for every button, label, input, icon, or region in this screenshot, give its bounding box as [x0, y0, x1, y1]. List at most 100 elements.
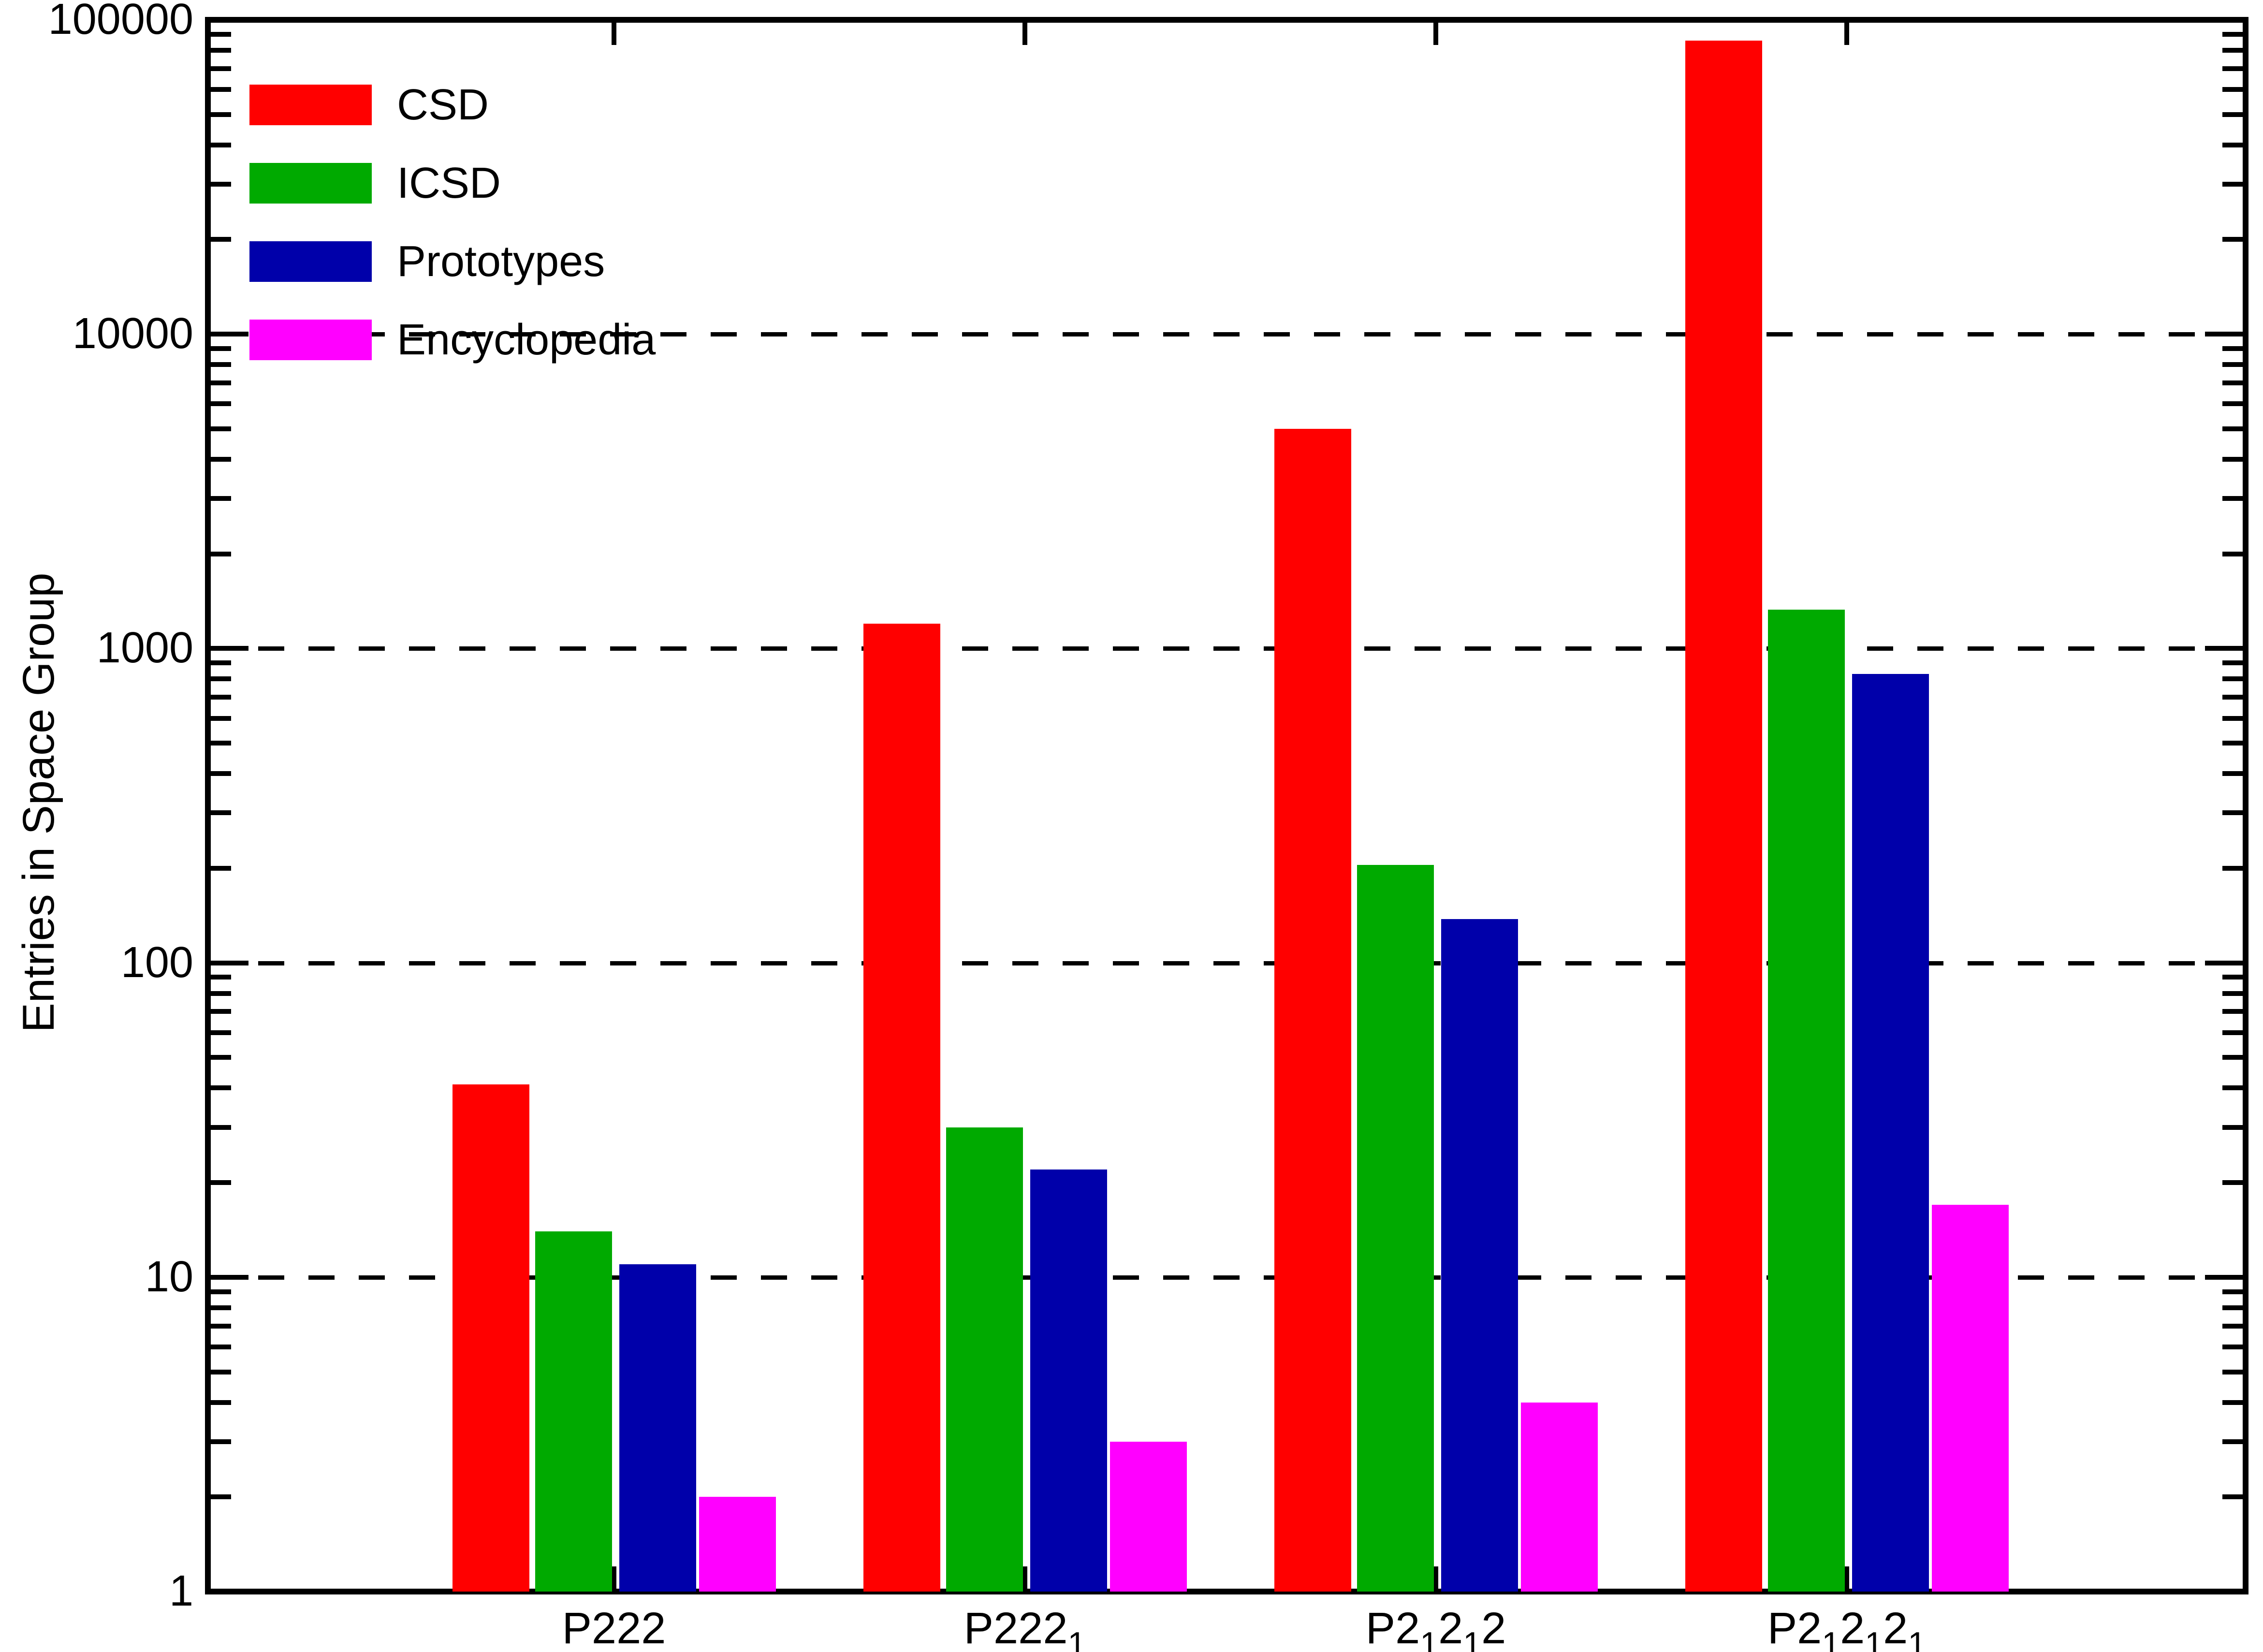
legend-label-prototypes: Prototypes — [397, 237, 605, 286]
legend-label-encyclopedia: Encyclopedia — [397, 316, 656, 364]
minor-tick — [211, 31, 231, 37]
legend-swatch-icsd — [249, 163, 372, 204]
minor-tick — [2222, 87, 2243, 92]
bar-csd-4 — [1685, 40, 1762, 1592]
minor-tick — [2222, 695, 2243, 700]
bar-prototypes-4 — [1852, 674, 1929, 1592]
minor-tick — [211, 380, 231, 385]
major-tick — [2205, 960, 2243, 965]
minor-tick — [211, 48, 231, 53]
bar-encyclopedia-4 — [1932, 1204, 2009, 1592]
minor-tick — [211, 142, 231, 147]
y-tick-label-10: 10 — [145, 1252, 193, 1301]
minor-tick — [211, 181, 231, 187]
minor-tick — [2222, 237, 2243, 242]
minor-tick — [211, 362, 231, 367]
minor-tick — [2222, 1494, 2243, 1500]
minor-tick — [2222, 810, 2243, 816]
minor-tick — [2222, 346, 2243, 351]
minor-tick — [211, 660, 231, 666]
minor-tick — [211, 87, 231, 92]
category-tick-bottom — [1433, 1566, 1438, 1589]
minor-tick — [2222, 1180, 2243, 1185]
x-tick-label-3: P212121 — [1767, 1606, 1926, 1652]
bar-prototypes-3 — [1441, 919, 1518, 1592]
y-tick-label-100: 100 — [120, 938, 193, 987]
minor-tick — [211, 741, 231, 746]
legend-swatch-encyclopedia — [249, 320, 372, 360]
minor-tick — [2222, 1323, 2243, 1329]
gridline-10000 — [208, 332, 2246, 337]
minor-tick — [2222, 496, 2243, 501]
major-tick — [211, 646, 248, 651]
x-tick-label-2: P21212 — [1366, 1606, 1506, 1652]
category-tick-top — [1844, 23, 1849, 45]
bar-prototypes-1 — [619, 1264, 696, 1592]
minor-tick — [211, 426, 231, 431]
legend-row-prototypes: Prototypes — [249, 237, 605, 286]
subscript: 1 — [1420, 1625, 1439, 1652]
subscript: 1 — [1067, 1625, 1086, 1652]
legend-label-icsd: ICSD — [397, 159, 501, 207]
minor-tick — [2222, 975, 2243, 980]
y-tick-label-1: 1 — [169, 1567, 193, 1615]
minor-tick — [2222, 66, 2243, 71]
minor-tick — [2222, 716, 2243, 721]
y-tick-label-100000: 100000 — [48, 0, 193, 44]
legend-label-csd: CSD — [397, 81, 489, 129]
minor-tick — [211, 1030, 231, 1035]
bar-icsd-1 — [535, 1231, 612, 1592]
gridline-10 — [208, 1275, 2246, 1280]
minor-tick — [211, 1009, 231, 1014]
minor-tick — [2222, 865, 2243, 871]
category-tick-top — [1433, 23, 1438, 45]
bar-icsd-4 — [1768, 609, 1845, 1592]
legend-swatch-prototypes — [249, 241, 372, 282]
major-tick — [2205, 332, 2243, 337]
subscript: 1 — [1822, 1625, 1840, 1652]
minor-tick — [2222, 1030, 2243, 1035]
minor-tick — [211, 1494, 231, 1500]
subscript: 1 — [1865, 1625, 1883, 1652]
minor-tick — [2222, 31, 2243, 37]
minor-tick — [211, 401, 231, 407]
x-tick-label-0: P222 — [562, 1604, 666, 1652]
minor-tick — [2222, 380, 2243, 385]
minor-tick — [211, 1369, 231, 1374]
minor-tick — [2222, 660, 2243, 666]
minor-tick — [2222, 1125, 2243, 1130]
minor-tick — [211, 771, 231, 776]
minor-tick — [2222, 456, 2243, 462]
major-tick — [2205, 646, 2243, 651]
bar-prototypes-2 — [1030, 1170, 1107, 1592]
minor-tick — [211, 456, 231, 462]
minor-tick — [2222, 991, 2243, 996]
minor-tick — [211, 975, 231, 980]
legend-row-csd: CSD — [249, 81, 489, 129]
category-tick-bottom — [1022, 1566, 1027, 1589]
minor-tick — [211, 346, 231, 351]
minor-tick — [211, 551, 231, 556]
minor-tick — [2222, 426, 2243, 431]
minor-tick — [2222, 1345, 2243, 1350]
subscript: 1 — [1463, 1625, 1482, 1652]
plot-area — [208, 20, 2246, 1592]
category-tick-bottom — [1844, 1566, 1849, 1589]
minor-tick — [211, 1289, 231, 1294]
minor-tick — [211, 810, 231, 816]
major-tick — [211, 960, 248, 965]
minor-tick — [211, 496, 231, 501]
legend-row-icsd: ICSD — [249, 159, 501, 207]
minor-tick — [211, 716, 231, 721]
major-tick — [211, 332, 248, 337]
y-tick-label-10000: 10000 — [72, 309, 193, 358]
minor-tick — [2222, 181, 2243, 187]
minor-tick — [211, 1439, 231, 1444]
minor-tick — [211, 237, 231, 242]
legend-swatch-csd — [249, 85, 372, 125]
minor-tick — [2222, 1009, 2243, 1014]
minor-tick — [211, 865, 231, 871]
minor-tick — [2222, 362, 2243, 367]
minor-tick — [211, 1125, 231, 1130]
